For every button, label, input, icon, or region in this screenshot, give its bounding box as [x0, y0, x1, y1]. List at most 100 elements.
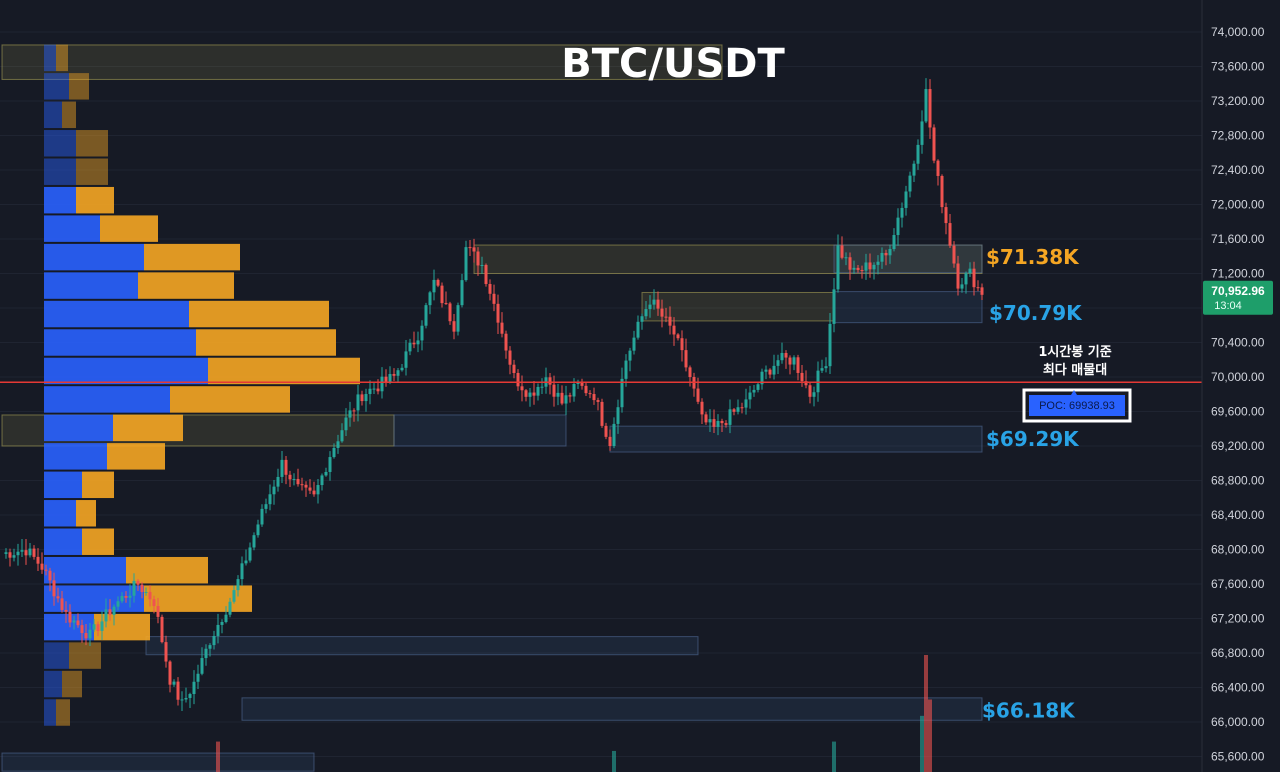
- candle-body: [388, 374, 392, 382]
- volume-profile-sell-bar: [189, 300, 329, 328]
- candle-body: [800, 372, 804, 382]
- volume-profile-buy-bar: [44, 130, 76, 157]
- candle-body: [8, 552, 12, 558]
- candle-body: [412, 342, 416, 345]
- candle-body: [284, 459, 288, 475]
- candle-body: [224, 614, 228, 622]
- y-tick-label: 72,400.00: [1211, 163, 1265, 177]
- candle-body: [892, 235, 896, 250]
- volume-profile-buy-bar: [44, 443, 107, 470]
- candle-body: [632, 337, 636, 351]
- candle-body: [20, 550, 24, 552]
- current-price: 70,952.96: [1211, 284, 1265, 298]
- volume-profile-buy-bar: [44, 44, 56, 72]
- candle-body: [280, 459, 284, 477]
- candle-body: [60, 598, 64, 610]
- volume-profile-sell-bar: [107, 443, 165, 470]
- demand-zone: [145, 636, 699, 656]
- candle-body: [496, 303, 500, 323]
- poc-annotation: 1시간봉 기준 최다 매물대 POC: 69938.93: [1022, 344, 1132, 423]
- volume-profile-sell-bar: [62, 670, 82, 698]
- candle-body: [368, 388, 372, 395]
- candle-body: [404, 351, 408, 368]
- candle-body: [580, 382, 584, 386]
- candle-body: [712, 419, 716, 427]
- candle-body: [336, 441, 340, 448]
- y-tick-label: 72,000.00: [1211, 198, 1265, 212]
- volume-profile-buy-bar: [44, 300, 189, 328]
- candle-body: [948, 223, 952, 246]
- candle-body: [296, 478, 300, 485]
- candle-body: [64, 609, 68, 612]
- candle-body: [120, 596, 124, 602]
- candle-body: [424, 305, 428, 326]
- level-label: $66.18K: [982, 698, 1076, 722]
- candle-body: [36, 556, 40, 564]
- candle-body: [460, 280, 464, 306]
- candle-body: [208, 645, 212, 649]
- supply-zone: [641, 291, 835, 322]
- poc-pointer: [1071, 390, 1077, 395]
- volume-profile-buy-bar: [44, 642, 69, 669]
- candle-body: [352, 410, 356, 412]
- candle-body: [432, 279, 436, 293]
- volume-profile-buy-bar: [44, 73, 69, 100]
- current-price-tag[interactable]: 70,952.96 13:04: [1203, 280, 1273, 315]
- candle-body: [80, 625, 84, 634]
- volume-profile-buy-bar: [44, 272, 138, 299]
- candle-body: [808, 385, 812, 397]
- candle-body: [716, 420, 720, 427]
- candle-body: [340, 430, 344, 442]
- candle-body: [652, 299, 656, 305]
- demand-zone: [833, 244, 983, 274]
- candle-body: [372, 388, 376, 390]
- candle-body: [240, 563, 244, 580]
- volume-bar: [924, 655, 928, 772]
- candle-body: [236, 579, 240, 591]
- candle-body: [560, 392, 564, 404]
- candle-body: [264, 504, 268, 509]
- candle-body: [484, 264, 488, 284]
- candle-body: [76, 620, 80, 626]
- volume-profile-buy-bar: [44, 414, 113, 442]
- candle-body: [56, 596, 60, 599]
- candle-body: [452, 321, 456, 332]
- candle-body: [528, 392, 532, 397]
- candle-body: [756, 384, 760, 390]
- candle-body: [760, 371, 764, 385]
- candle-body: [384, 376, 388, 382]
- candle-body: [180, 699, 184, 701]
- volume-profile-buy-bar: [44, 243, 144, 271]
- candle-body: [708, 419, 712, 423]
- candle-timer: 13:04: [1214, 300, 1242, 312]
- candle-body: [576, 382, 580, 384]
- y-tick-label: 68,400.00: [1211, 508, 1265, 522]
- candle-body: [428, 292, 432, 306]
- candle-body: [504, 333, 508, 351]
- candle-body: [312, 490, 316, 495]
- candle-body: [696, 388, 700, 402]
- candle-body: [640, 316, 644, 322]
- candle-body: [508, 350, 512, 365]
- volume-profile-buy-bar: [44, 585, 144, 612]
- y-tick-label: 66,000.00: [1211, 715, 1265, 729]
- candle-body: [88, 629, 92, 639]
- candle-body: [252, 535, 256, 548]
- candle-body: [648, 304, 652, 310]
- supply-zone: [1, 44, 723, 80]
- candle-body: [928, 89, 932, 128]
- candle-body: [612, 423, 616, 447]
- candle-body: [592, 394, 596, 401]
- candle-body: [556, 392, 560, 397]
- candle-body: [736, 407, 740, 412]
- candle-body: [860, 269, 864, 271]
- candle-body: [700, 401, 704, 415]
- candle-body: [116, 601, 120, 607]
- candle-body: [136, 580, 140, 585]
- candle-body: [300, 484, 304, 486]
- candle-body: [764, 369, 768, 372]
- candle-body: [168, 661, 172, 685]
- candle-body: [488, 283, 492, 294]
- y-tick-label: 71,600.00: [1211, 232, 1265, 246]
